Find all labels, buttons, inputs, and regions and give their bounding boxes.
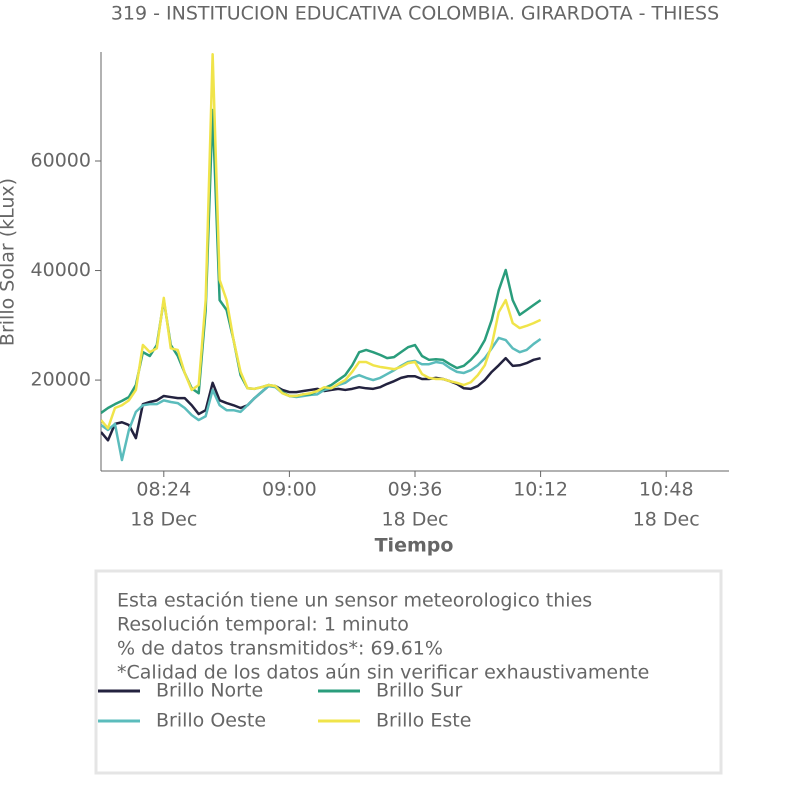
y-tick-label: 40000: [31, 259, 91, 281]
series-line: [101, 356, 541, 442]
x-tick-date: 18 Dec: [130, 509, 197, 531]
legend-label: Brillo Oeste: [156, 710, 266, 732]
x-tick-date: 18 Dec: [382, 509, 449, 531]
info-box: [94, 569, 723, 775]
info-line: *Calidad de los datos aún sin verificar …: [117, 662, 649, 684]
legend-label: Brillo Sur: [376, 680, 462, 702]
x-tick-label: 09:36: [388, 479, 443, 501]
y-axis-label: Brillo Solar (kLux): [0, 178, 19, 346]
x-tick-label: 10:48: [639, 479, 694, 501]
y-tick-label: 60000: [31, 149, 91, 171]
series-line: [101, 336, 542, 462]
info-line: Esta estación tiene un sensor meteorolog…: [117, 590, 592, 612]
x-axis-label: Tiempo: [375, 535, 454, 557]
series-line: [101, 52, 542, 430]
y-tick-label: 20000: [31, 369, 91, 391]
x-tick-label: 10:12: [513, 479, 568, 501]
x-tick-date: 18 Dec: [633, 509, 700, 531]
info-line: Resolución temporal: 1 minuto: [117, 614, 409, 636]
legend-label: Brillo Norte: [156, 680, 263, 702]
plot-area: [101, 52, 542, 462]
x-tick-label: 09:00: [262, 479, 317, 501]
info-line: % de datos transmitidos*: 69.61%: [117, 638, 443, 660]
x-tick-label: 08:24: [136, 479, 191, 501]
chart-title: 319 - INSTITUCION EDUCATIVA COLOMBIA. GI…: [111, 3, 719, 25]
legend-label: Brillo Este: [376, 710, 471, 732]
